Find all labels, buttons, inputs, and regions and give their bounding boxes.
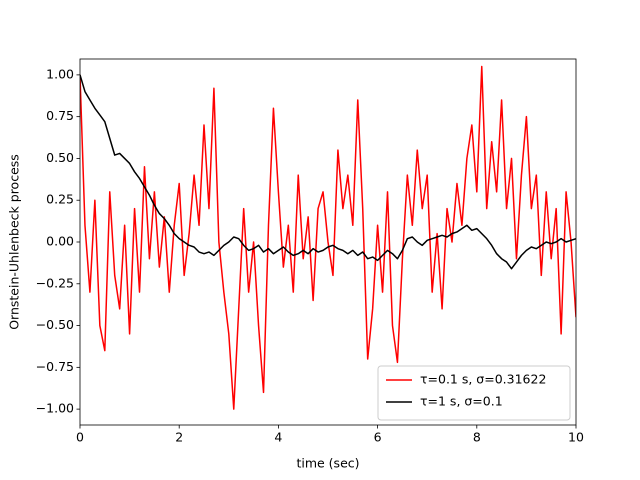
x-axis-label: time (sec) xyxy=(296,456,359,471)
y-tick-label: −0.75 xyxy=(36,359,74,374)
series-line xyxy=(80,65,576,410)
legend-label: τ=1 s, σ=0.1 xyxy=(420,394,503,409)
x-tick-label: 2 xyxy=(175,430,183,445)
y-tick-label: −1.00 xyxy=(36,401,74,416)
x-tick-label: 10 xyxy=(568,430,584,445)
y-tick-label: 0.00 xyxy=(46,234,74,249)
x-tick-label: 4 xyxy=(274,430,282,445)
legend: τ=0.1 s, σ=0.31622 τ=1 s, σ=0.1 xyxy=(377,365,571,421)
y-tick-label: −0.50 xyxy=(36,317,74,332)
x-tick-label: 6 xyxy=(374,430,382,445)
legend-box xyxy=(377,365,571,421)
y-tick-label: 0.75 xyxy=(46,108,74,123)
series-line xyxy=(80,74,576,270)
y-axis-label: Ornstein-Uhlenbeck process xyxy=(7,154,22,330)
y-tick-label: −0.25 xyxy=(36,275,74,290)
x-tick-label: 8 xyxy=(473,430,481,445)
y-tick-label: 0.25 xyxy=(46,192,74,207)
legend-label: τ=0.1 s, σ=0.31622 xyxy=(420,372,546,387)
x-tick-label: 0 xyxy=(76,430,84,445)
y-tick-label: 0.50 xyxy=(46,150,74,165)
y-tick-label: 1.00 xyxy=(46,66,74,81)
